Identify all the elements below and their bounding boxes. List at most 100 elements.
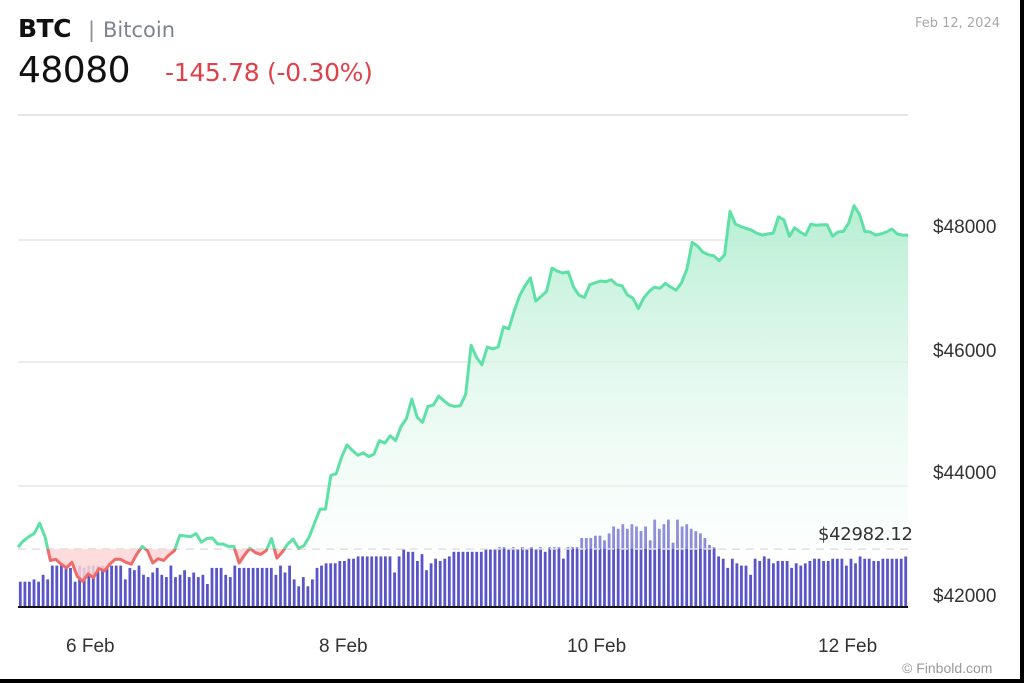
volume-bar <box>210 567 214 607</box>
volume-bar <box>347 558 351 607</box>
price-area-up <box>18 205 908 549</box>
volume-bar <box>539 547 542 607</box>
finbold-credit[interactable]: © Finbold.com <box>902 660 993 676</box>
volume-bar <box>119 565 123 607</box>
volume-bar <box>507 549 511 607</box>
volume-bar <box>858 556 862 607</box>
volume-bar <box>516 549 520 607</box>
volume-bar <box>726 567 730 607</box>
volume-bar <box>242 567 246 607</box>
volume-bar <box>146 577 150 607</box>
y-tick-46000: $46000 <box>933 341 997 362</box>
volume-bar <box>466 551 469 607</box>
volume-bar <box>740 565 743 607</box>
x-tick-6-feb: 6 Feb <box>66 636 115 657</box>
volume-bar <box>55 565 59 607</box>
volume-bar <box>872 561 876 607</box>
volume-bar <box>781 561 784 607</box>
volume-bar <box>420 554 424 607</box>
volume-bar <box>881 558 885 607</box>
volume-bar <box>28 581 31 607</box>
volume-bar <box>648 540 652 607</box>
volume-bar <box>548 547 552 607</box>
volume-bar <box>343 561 346 607</box>
volume-bar <box>69 567 72 607</box>
volume-bar <box>151 572 155 607</box>
volume-bar <box>260 567 264 607</box>
ticker-symbol: BTC <box>18 14 71 43</box>
volume-bar <box>790 567 793 607</box>
volume-bar <box>320 565 323 607</box>
y-tick-42000: $42000 <box>933 586 997 607</box>
volume-bar <box>365 556 369 607</box>
volume-bar <box>475 551 479 607</box>
volume-bar <box>183 570 186 607</box>
volume-bar <box>863 558 867 607</box>
volume-bar <box>461 551 465 607</box>
volume-bar <box>680 526 684 607</box>
volume-bar <box>256 567 259 607</box>
volume-bar <box>598 535 602 607</box>
volume-bar <box>379 556 383 607</box>
volume-bar <box>835 558 839 607</box>
volume-bar <box>571 547 574 607</box>
volume-bar <box>721 558 725 607</box>
volume-bar <box>60 563 63 607</box>
volume-bar <box>895 558 898 607</box>
volume-bar <box>735 563 739 607</box>
volume-bar <box>758 561 762 607</box>
volume-bar <box>101 565 104 607</box>
volume-bar <box>269 567 273 607</box>
volume-bar <box>110 565 113 607</box>
baseline-label: $42982.12 <box>818 524 913 545</box>
volume-bar <box>817 558 821 607</box>
volume-bar <box>23 581 27 607</box>
volume-bar <box>397 556 401 607</box>
volume-bar <box>374 556 378 607</box>
volume-bar <box>566 547 570 607</box>
volume-bar <box>849 558 853 607</box>
volume-bar <box>762 556 766 607</box>
volume-bar <box>238 567 241 607</box>
volume-bar <box>64 565 68 607</box>
volume-bar <box>142 574 145 607</box>
volume-bar <box>822 561 825 607</box>
volume-bar <box>767 558 771 607</box>
volume-bar <box>429 563 433 607</box>
volume-bar <box>123 579 127 607</box>
volume-bar <box>324 563 328 607</box>
volume-bar <box>671 542 675 607</box>
volume-bar <box>274 574 278 607</box>
volume-bar <box>625 528 629 607</box>
volume-bar <box>315 567 319 607</box>
volume-bar <box>630 524 634 607</box>
volume-bar <box>589 538 593 607</box>
volume-bar <box>644 526 647 607</box>
volume-bar <box>215 567 218 607</box>
volume-bar <box>813 558 816 607</box>
volume-bar <box>434 558 437 607</box>
volume-bar <box>228 577 232 607</box>
volume-bar <box>753 558 757 607</box>
volume-bar <box>498 547 501 607</box>
volume-bar <box>794 563 798 607</box>
volume-bar <box>511 547 515 607</box>
volume-bar <box>840 558 844 607</box>
volume-bar <box>616 528 620 607</box>
volume-bar <box>18 581 22 607</box>
volume-bar <box>447 556 451 607</box>
volume-bar <box>562 558 565 607</box>
volume-bar <box>662 524 666 607</box>
volume-bar <box>32 579 36 607</box>
price-line-down <box>46 549 301 583</box>
volume-bar <box>689 528 693 607</box>
volume-bar <box>543 551 547 607</box>
volume-bar <box>114 565 118 607</box>
volume-bar <box>594 535 597 607</box>
volume-bar <box>607 533 611 607</box>
volume-bar <box>854 563 857 607</box>
volume-bar <box>416 561 419 607</box>
volume-bar <box>37 581 40 607</box>
x-tick-10-feb: 10 Feb <box>567 636 627 657</box>
volume-bar <box>233 565 237 607</box>
